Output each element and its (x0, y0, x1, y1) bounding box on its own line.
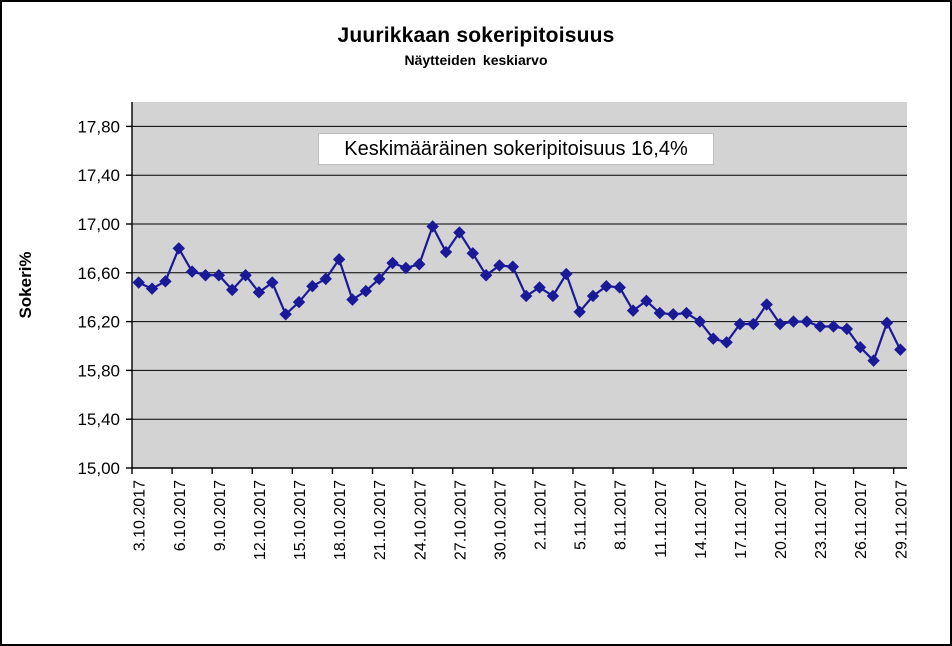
data-point-marker (226, 283, 239, 297)
x-tick-label: 20.11.2017 (773, 480, 790, 559)
data-point-marker (172, 242, 185, 255)
x-tick-label: 5.11.2017 (573, 480, 590, 550)
series-line (137, 225, 902, 362)
data-point-marker (439, 245, 453, 259)
x-tick-label: 23.11.2017 (813, 480, 830, 559)
data-point-marker (199, 269, 212, 282)
data-point-marker (747, 317, 760, 331)
data-point-marker (479, 269, 493, 282)
data-point-marker (840, 322, 854, 336)
data-point-marker (145, 282, 159, 295)
data-point-marker (880, 316, 894, 330)
data-point-marker (399, 261, 413, 275)
data-point-marker (600, 280, 613, 293)
x-tick-label: 6.10.2017 (172, 480, 189, 551)
data-point-marker (586, 289, 600, 303)
y-tick-label: 17,80 (77, 117, 120, 136)
data-point-marker (266, 276, 279, 289)
data-point-marker (720, 336, 733, 349)
y-tick-label: 17,00 (77, 215, 120, 234)
x-tick-label: 17.11.2017 (733, 480, 750, 559)
data-point-marker (359, 284, 373, 298)
data-point-marker (560, 267, 573, 281)
data-point-marker (787, 315, 800, 328)
data-point-marker (773, 317, 787, 331)
data-point-marker (453, 226, 466, 239)
data-point-marker (813, 320, 827, 333)
data-point-marker (640, 294, 653, 308)
data-point-marker (693, 315, 707, 328)
data-point-marker (319, 272, 332, 286)
chart-title: Juurikkaan sokeripitoisuus (337, 24, 615, 47)
x-tick-label: 27.10.2017 (452, 480, 469, 560)
x-tick-label: 26.11.2017 (853, 480, 870, 559)
data-point-marker (279, 308, 292, 321)
data-point-marker (760, 298, 773, 311)
data-point-marker (212, 269, 226, 282)
data-point-marker (680, 306, 693, 320)
y-tick-label: 15,00 (77, 459, 120, 478)
x-tick-label: 24.10.2017 (412, 480, 429, 560)
x-tick-label: 15.10.2017 (292, 480, 309, 560)
data-point-marker (346, 293, 359, 306)
data-point-marker (185, 265, 199, 278)
data-point-marker (132, 276, 145, 289)
y-tick-label: 16,60 (77, 264, 120, 283)
y-tick-label: 16,20 (77, 313, 120, 332)
data-point-marker (386, 256, 399, 270)
y-tick-label: 17,40 (77, 166, 120, 185)
x-tick-label: 11.11.2017 (653, 480, 670, 558)
data-point-marker (653, 306, 667, 320)
data-point-marker (466, 247, 479, 260)
data-point-marker (707, 332, 720, 345)
data-point-marker (666, 308, 680, 321)
chart-subtitle: Näytteiden keskiarvo (404, 52, 548, 68)
data-point-marker (867, 354, 880, 367)
data-point-marker (252, 286, 266, 299)
x-tick-label: 14.11.2017 (693, 480, 710, 559)
data-point-marker (533, 281, 546, 294)
data-point-marker (239, 269, 252, 282)
data-point-marker (332, 253, 346, 266)
data-point-marker (306, 280, 319, 293)
data-point-marker (827, 320, 840, 333)
x-tick-label: 8.11.2017 (613, 480, 630, 550)
annotation-text: Keskimääräinen sokeripitoisuus 16,4% (344, 137, 688, 160)
y-tick-label: 15,80 (77, 361, 120, 380)
x-tick-label: 12.10.2017 (252, 480, 269, 560)
data-point-marker (292, 295, 306, 309)
data-point-marker (519, 289, 533, 303)
x-tick-label: 21.10.2017 (372, 480, 389, 560)
data-point-marker (733, 317, 747, 331)
data-point-marker (613, 281, 626, 294)
data-point-marker (626, 304, 640, 317)
data-point-marker (506, 260, 520, 273)
annotation-box: Keskimääräinen sokeripitoisuus 16,4% (318, 133, 714, 165)
data-point-marker (894, 343, 907, 356)
x-tick-label: 30.10.2017 (492, 480, 509, 560)
data-point-marker (493, 259, 506, 272)
data-point-marker (573, 305, 586, 319)
data-point-marker (426, 220, 439, 233)
x-tick-label: 29.11.2017 (893, 480, 910, 559)
data-point-marker (800, 315, 813, 328)
data-point-marker (372, 272, 386, 286)
x-tick-label: 9.10.2017 (212, 480, 229, 551)
x-tick-label: 2.11.2017 (533, 480, 550, 550)
data-point-marker (413, 258, 426, 271)
x-tick-label: 18.10.2017 (332, 480, 349, 560)
data-point-marker (159, 275, 172, 288)
x-tick-label: 3.10.2017 (132, 480, 149, 551)
y-tick-label: 15,40 (77, 410, 120, 429)
data-point-marker (546, 289, 560, 303)
data-point-marker (854, 341, 867, 354)
